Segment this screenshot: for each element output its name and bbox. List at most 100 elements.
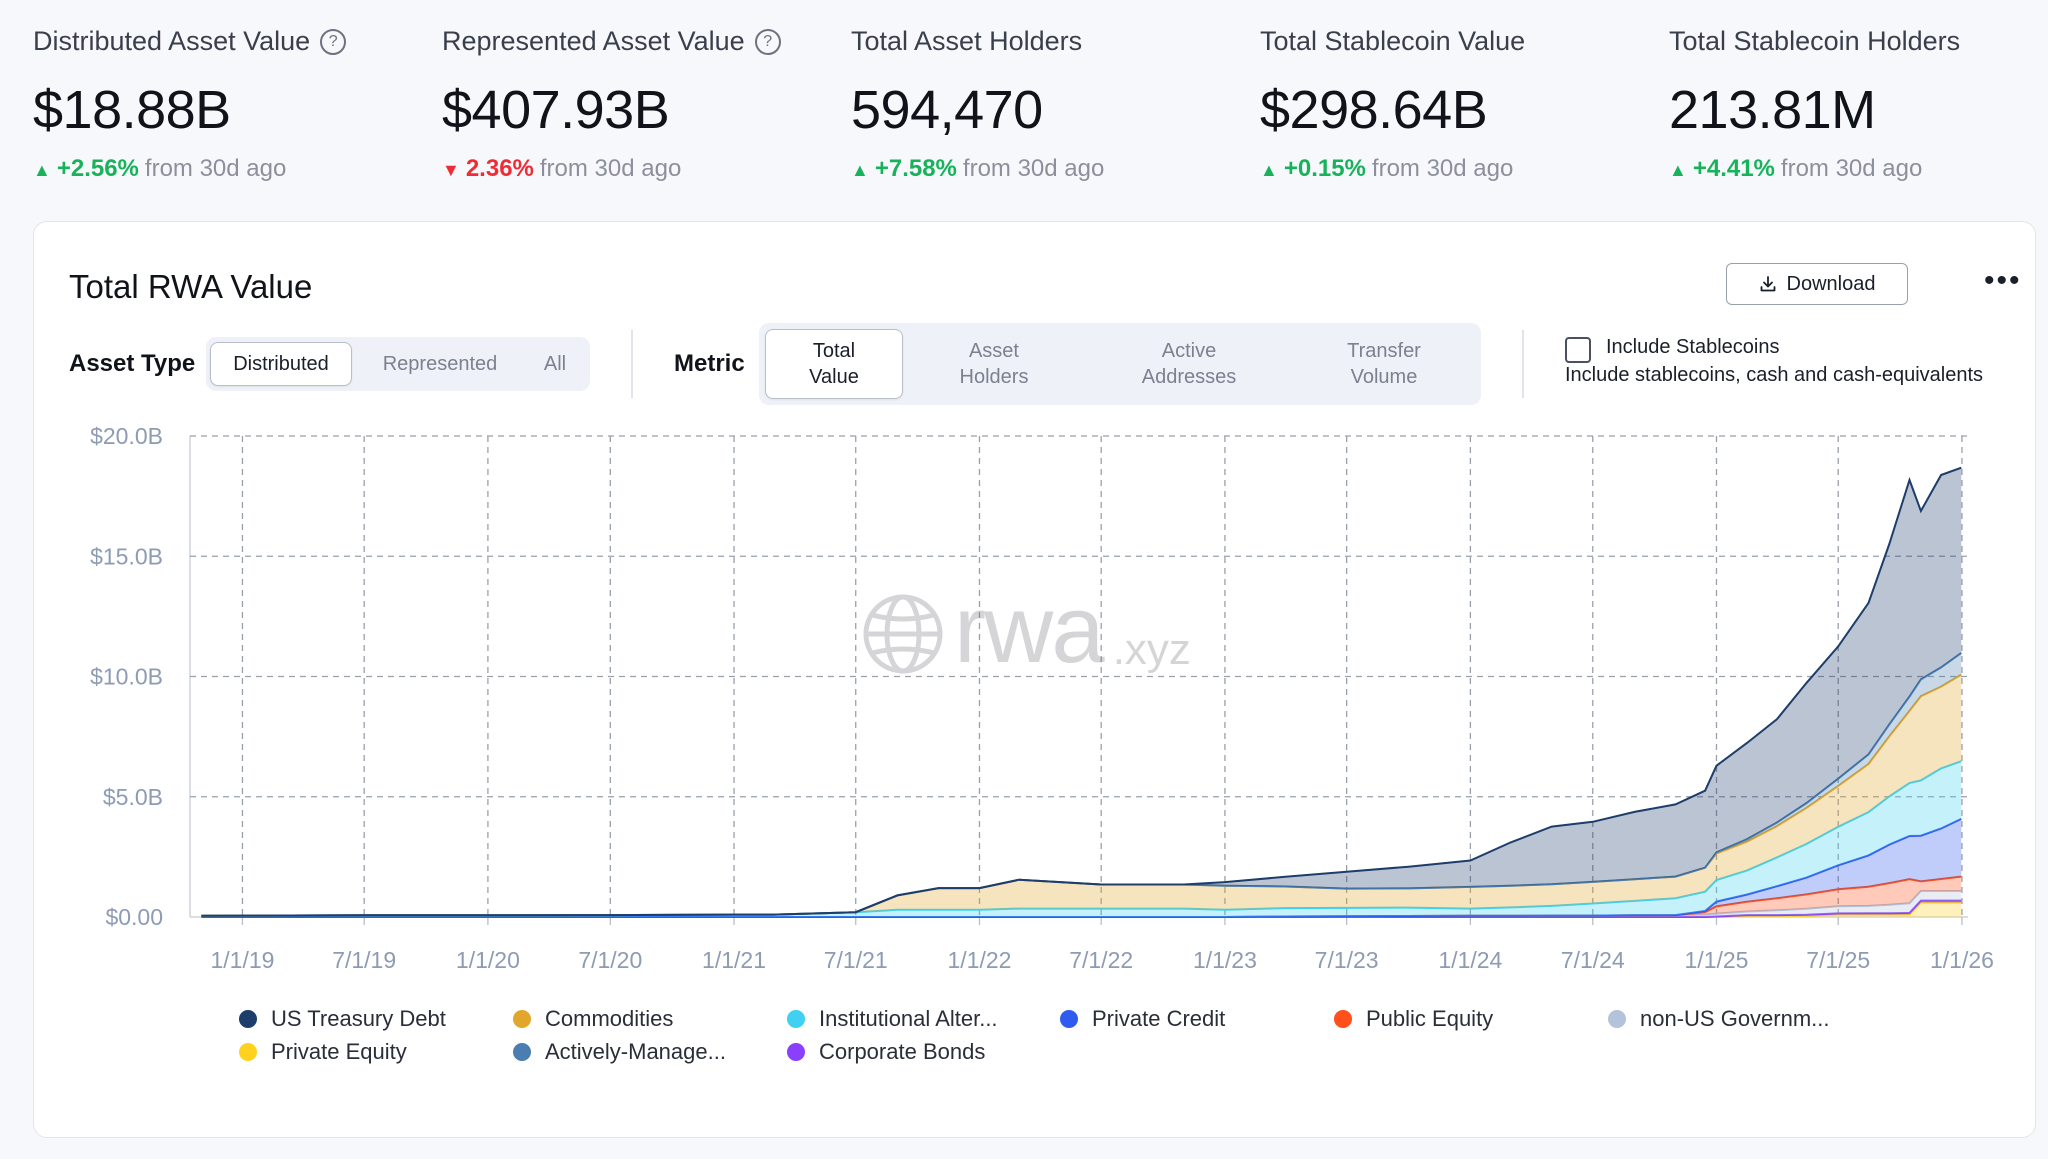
legend-label: Private Credit — [1092, 1006, 1226, 1031]
x-tick-label: 1/1/23 — [1193, 947, 1257, 973]
globe-icon — [863, 594, 943, 674]
legend-label: non-US Governm... — [1640, 1006, 1830, 1031]
stat-change-percent: +2.56% — [56, 155, 139, 182]
legend-color-dot — [787, 1010, 805, 1028]
up-arrow-icon: ▲ — [1669, 160, 1687, 180]
up-arrow-icon: ▲ — [33, 160, 51, 180]
stat-value: $298.64B — [1260, 80, 1488, 140]
legend-color-dot — [1060, 1010, 1078, 1028]
stat-change-suffix: from 30d ago — [1371, 155, 1514, 182]
line-private-credit — [201, 817, 1962, 918]
x-tick-label: 7/1/20 — [578, 947, 642, 973]
legend-color-dot — [513, 1043, 531, 1061]
x-tick-label: 7/1/21 — [824, 947, 888, 973]
stat-change-percent: 2.36% — [465, 155, 534, 182]
stat-change: ▲ +0.15% from 30d ago — [1260, 155, 1660, 183]
stat-value: 594,470 — [851, 80, 1043, 140]
stat-distributed-asset-value: Distributed Asset Value? $18.88B ▲ +2.56%… — [33, 26, 433, 183]
x-tick-label: 1/1/24 — [1438, 947, 1502, 973]
watermark-text: rwa — [954, 576, 1105, 683]
download-icon — [1760, 276, 1775, 292]
legend-color-dot — [513, 1010, 531, 1028]
stat-label: Represented Asset Value — [442, 26, 745, 56]
metric-segmented-control: Total Value Asset Holders Active Address… — [759, 323, 1481, 405]
legend-label: Institutional Alter... — [819, 1006, 998, 1031]
stat-total-stablecoin-value: Total Stablecoin Value $298.64B ▲ +0.15% f… — [1260, 26, 1660, 183]
x-tick-label: 1/1/22 — [947, 947, 1011, 973]
download-button[interactable]: Download — [1726, 263, 1908, 305]
stat-label: Total Stablecoin Value — [1260, 26, 1526, 56]
legend-color-dot — [239, 1010, 257, 1028]
legend-label: US Treasury Debt — [271, 1006, 446, 1031]
asset-type-option-all[interactable]: All — [543, 353, 567, 375]
legend-color-dot — [239, 1043, 257, 1061]
y-tick-label: $20.0B — [90, 423, 163, 449]
legend-item[interactable]: Private Equity — [239, 1039, 407, 1065]
help-icon[interactable]: ? — [754, 28, 781, 55]
line-us-treasury-debt — [201, 466, 1962, 917]
stat-value: $407.93B — [442, 80, 670, 140]
legend-item[interactable]: non-US Governm... — [1608, 1006, 1830, 1032]
legend-label: Commodities — [545, 1006, 674, 1031]
more-options-icon[interactable]: ••• — [1984, 264, 2022, 297]
x-tick-label: 1/1/21 — [702, 947, 766, 973]
stat-represented-asset-value: Represented Asset Value? $407.93B ▼ 2.36%… — [442, 26, 842, 183]
include-stablecoins-checkbox[interactable] — [1565, 337, 1591, 363]
asset-type-option-distributed[interactable]: Distributed — [210, 342, 352, 386]
y-tick-label: $5.0B — [103, 784, 163, 810]
legend-item[interactable]: Private Credit — [1060, 1006, 1225, 1032]
legend-item[interactable]: Institutional Alter... — [787, 1006, 998, 1032]
x-tick-label: 1/1/20 — [456, 947, 520, 973]
asset-type-label: Asset Type — [69, 350, 196, 377]
download-button-label: Download — [1786, 272, 1876, 295]
watermark-suffix: .xyz — [1112, 625, 1191, 674]
stat-change-suffix: from 30d ago — [144, 155, 287, 182]
stat-total-asset-holders: Total Asset Holders 594,470 ▲ +7.58% from … — [851, 26, 1251, 183]
x-tick-label: 7/1/22 — [1069, 947, 1133, 973]
legend-item[interactable]: Corporate Bonds — [787, 1039, 985, 1065]
stats-row: Distributed Asset Value? $18.88B ▲ +2.56%… — [33, 26, 2033, 186]
legend-color-dot — [787, 1043, 805, 1061]
x-tick-label: 1/1/25 — [1685, 947, 1749, 973]
asset-type-option-represented[interactable]: Represented — [382, 353, 498, 375]
y-tick-label: $10.0B — [90, 664, 163, 690]
metric-label: Metric — [674, 350, 745, 377]
include-stablecoins-description: Include stablecoins, cash and cash-equiv… — [1565, 364, 1984, 386]
legend-label: Public Equity — [1366, 1006, 1494, 1031]
legend-item[interactable]: Commodities — [513, 1006, 673, 1032]
metric-option-asset-holders[interactable]: Asset Holders — [959, 340, 1029, 388]
x-tick-label: 7/1/25 — [1806, 947, 1870, 973]
include-stablecoins-label[interactable]: Include Stablecoins — [1606, 336, 1780, 358]
legend-color-dot — [1334, 1010, 1352, 1028]
stat-value: 213.81M — [1669, 80, 1876, 140]
card-title: Total RWA Value — [69, 268, 313, 305]
total-rwa-value-card: Total RWA Value Download ••• Asset Type … — [33, 221, 2036, 1138]
stat-change: ▲ +4.41% from 30d ago — [1669, 155, 2048, 183]
metric-option-total-value[interactable]: Total Value — [765, 329, 903, 399]
area-us-treasury-debt — [201, 467, 1962, 916]
x-tick-label: 7/1/24 — [1561, 947, 1625, 973]
stat-change-suffix: from 30d ago — [1780, 155, 1923, 182]
legend-item[interactable]: Actively-Manage... — [513, 1039, 726, 1065]
divider — [631, 330, 633, 398]
stat-change: ▲ +2.56% from 30d ago — [33, 155, 433, 183]
help-icon[interactable]: ? — [320, 28, 347, 55]
up-arrow-icon: ▲ — [1260, 160, 1278, 180]
stat-change: ▲ +7.58% from 30d ago — [851, 155, 1251, 183]
watermark: rwa .xyz — [862, 576, 1191, 683]
stat-label: Total Asset Holders — [851, 26, 1083, 56]
x-tick-label: 7/1/19 — [332, 947, 396, 973]
area-non-us-government-debt — [201, 891, 1962, 917]
legend-label: Corporate Bonds — [819, 1039, 986, 1064]
x-tick-label: 1/1/19 — [210, 947, 274, 973]
up-arrow-icon: ▲ — [851, 160, 869, 180]
metric-option-transfer-volume[interactable]: Transfer Volume — [1347, 340, 1421, 388]
y-tick-label: $15.0B — [90, 543, 163, 569]
stat-total-stablecoin-holders: Total Stablecoin Holders 213.81M ▲ +4.41%… — [1669, 26, 2048, 183]
legend-item[interactable]: US Treasury Debt — [239, 1006, 446, 1032]
legend-item[interactable]: Public Equity — [1334, 1006, 1493, 1032]
stat-label: Total Stablecoin Holders — [1669, 26, 1961, 56]
x-tick-label: 7/1/23 — [1315, 947, 1379, 973]
metric-option-active-addresses[interactable]: Active Addresses — [1141, 340, 1237, 388]
